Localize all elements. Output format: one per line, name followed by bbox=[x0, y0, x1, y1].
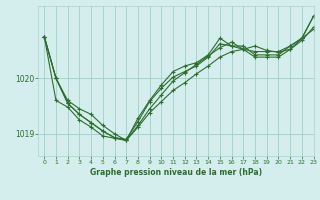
X-axis label: Graphe pression niveau de la mer (hPa): Graphe pression niveau de la mer (hPa) bbox=[90, 168, 262, 177]
